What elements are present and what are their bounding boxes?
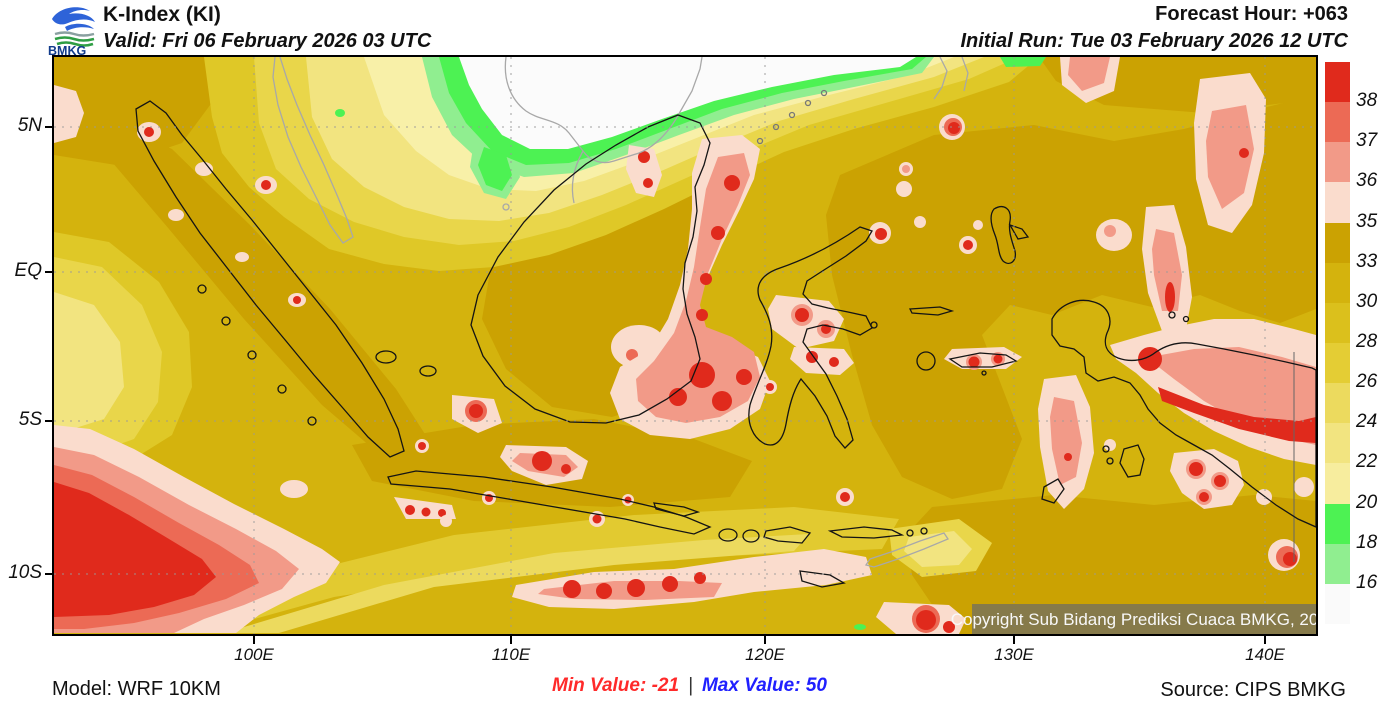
foreign-coastlines	[272, 57, 1295, 568]
copyright-text: Copyright Sub Bidang Prediksi Cuaca BMKG…	[951, 610, 1316, 629]
colorbar-segment	[1325, 423, 1350, 464]
lon-tick-label: 110E	[491, 645, 531, 664]
lat-tick	[45, 573, 52, 575]
lon-tick	[1264, 636, 1266, 644]
lat-tick	[45, 271, 52, 273]
lat-tick-label: 5N	[17, 115, 42, 136]
source-label: Source: CIPS BMKG	[1160, 679, 1346, 701]
colorbar-segment	[1325, 222, 1350, 263]
contour-low-values	[152, 57, 1046, 630]
page-title: K-Index (KI)	[103, 3, 221, 26]
colorbar-label: 30	[1356, 290, 1378, 312]
minmax-values: Min Value: -21 | Max Value: 50	[552, 675, 827, 697]
colorbar-label: 28	[1356, 331, 1378, 352]
model-label: Model: WRF 10KM	[52, 678, 221, 700]
colorbar-segment	[1325, 302, 1350, 343]
lon-tick	[1013, 636, 1015, 644]
lon-tick	[510, 636, 512, 644]
colorbar-segment	[1325, 383, 1350, 424]
colorbar-segment	[1325, 262, 1350, 303]
logo-text: BMKG	[48, 44, 86, 56]
colorbar-segment	[1325, 503, 1350, 544]
colorbar-segment	[1325, 583, 1350, 624]
colorbar-label: 38	[1356, 90, 1378, 112]
lat-tick-label: 10S	[8, 562, 42, 583]
k-index-map: Copyright Sub Bidang Prediksi Cuaca BMKG…	[54, 57, 1316, 634]
minmax-separator: |	[688, 675, 693, 696]
colorbar-label: 36	[1356, 170, 1378, 192]
colorbar-segment	[1325, 62, 1350, 103]
colorbar-segment	[1325, 543, 1350, 584]
colorbar-segment	[1325, 342, 1350, 384]
max-value-label: Max Value: 50	[701, 675, 827, 696]
lon-tick-label: 100E	[234, 645, 274, 664]
forecast-hour-label: Forecast Hour: +063	[1155, 3, 1348, 25]
colorbar-labels: 38 37 36 35 33 30 28 26 24 22 20 18 16	[1356, 62, 1400, 624]
colorbar-segment	[1325, 182, 1350, 223]
indonesia-coastlines	[135, 89, 1316, 588]
lon-tick-label: 120E	[745, 645, 785, 664]
colorbar-segment	[1325, 102, 1350, 143]
valid-time-label: Valid: Fri 06 February 2026 03 UTC	[103, 30, 432, 52]
initial-run-label: Initial Run: Tue 03 February 2026 12 UTC	[960, 30, 1348, 52]
lon-tick	[764, 636, 766, 644]
min-value-label: Min Value: -21	[552, 675, 680, 696]
lat-tick	[45, 126, 52, 128]
lon-tick	[253, 636, 255, 644]
colorbar	[1325, 62, 1350, 624]
colorbar-label: 33	[1356, 250, 1378, 272]
colorbar-label: 24	[1356, 411, 1378, 433]
colorbar-segment	[1325, 142, 1350, 183]
colorbar-segment	[1325, 463, 1350, 504]
lat-tick-label: 5S	[18, 409, 42, 430]
contour-dark-gold	[54, 57, 1316, 634]
colorbar-label: 26	[1356, 371, 1378, 393]
lat-tick-label: EQ	[14, 260, 42, 281]
logo-cloud-icon	[52, 7, 95, 47]
lon-tick-label: 140E	[1245, 645, 1285, 664]
bmkg-logo: BMKG	[48, 7, 95, 56]
colorbar-label: 35	[1356, 210, 1378, 232]
graticule-gridlines	[54, 57, 1316, 634]
colorbar-label: 20	[1356, 491, 1378, 513]
copyright-overlay: Copyright Sub Bidang Prediksi Cuaca BMKG…	[951, 604, 1316, 634]
map-canvas: Copyright Sub Bidang Prediksi Cuaca BMKG…	[52, 55, 1318, 636]
lat-tick	[45, 420, 52, 422]
colorbar-label: 16	[1356, 571, 1378, 593]
colorbar-label: 22	[1356, 451, 1378, 473]
lon-tick-label: 130E	[994, 645, 1034, 664]
contour-high-values	[54, 57, 1316, 634]
colorbar-label: 37	[1356, 130, 1378, 152]
colorbar-label: 18	[1356, 531, 1378, 553]
